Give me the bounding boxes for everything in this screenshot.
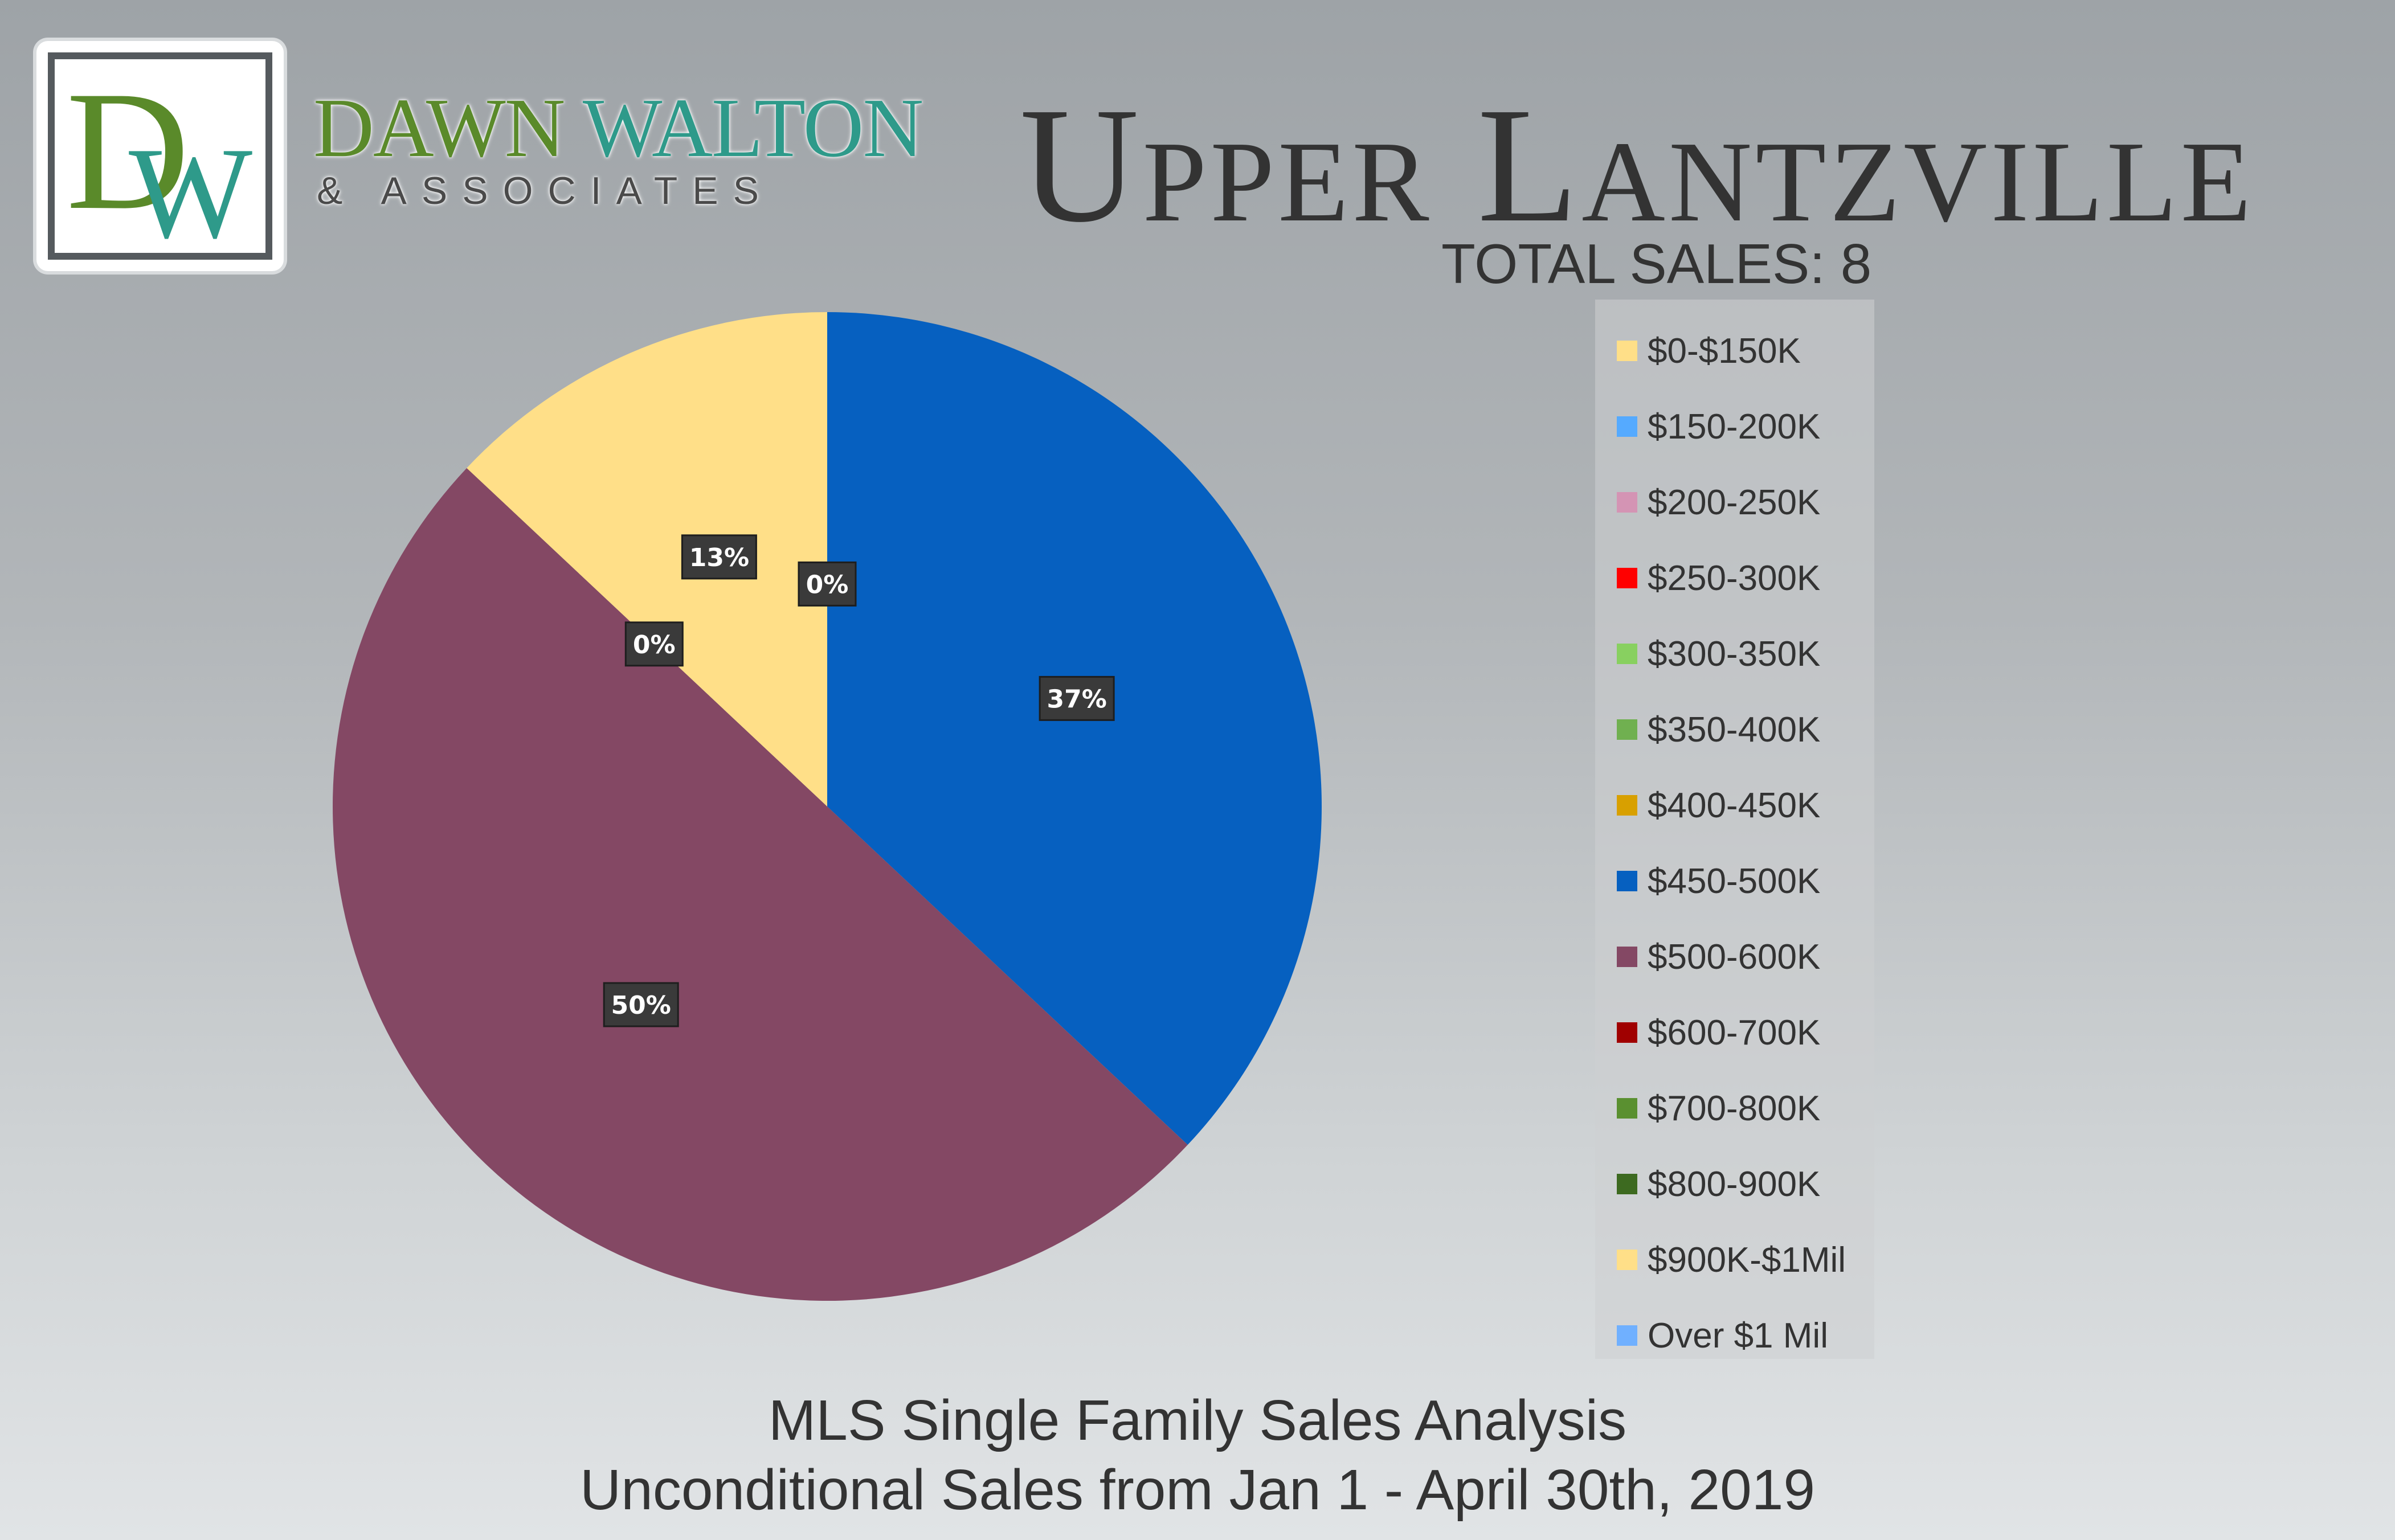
legend-item: $150-200K	[1617, 404, 1820, 449]
legend-label: Over $1 Mil	[1648, 1316, 1828, 1355]
legend-item: $200-250K	[1617, 480, 1820, 525]
legend-label: $450-500K	[1648, 861, 1821, 901]
subtitle-line-2: Unconditional Sales from Jan 1 - April 3…	[580, 1458, 1815, 1522]
brand-name: DAWN WALTON	[313, 85, 923, 171]
legend-swatch	[1617, 416, 1637, 437]
subtitle-line-1: MLS Single Family Sales Analysis	[768, 1389, 1627, 1452]
pie-slice	[333, 468, 1188, 1301]
svg-text:0%: 0%	[806, 570, 849, 599]
legend-swatch	[1617, 719, 1637, 740]
svg-text:13%: 13%	[689, 543, 749, 572]
legend-swatch	[1617, 947, 1637, 967]
pie-slice	[467, 312, 827, 806]
legend-label: $900K-$1Mil	[1648, 1240, 1846, 1280]
legend-item: $350-400K	[1617, 707, 1820, 752]
chart-title: Upper Lantzville	[1020, 73, 2255, 256]
legend-item: Over $1 Mil	[1617, 1313, 1828, 1358]
legend-label: $0-$150K	[1648, 331, 1801, 371]
legend-swatch	[1617, 1022, 1637, 1043]
total-sales: TOTAL SALES: 8	[1441, 232, 1872, 295]
legend-label: $700-800K	[1648, 1088, 1821, 1128]
legend-item: $500-600K	[1617, 934, 1820, 980]
legend-swatch	[1617, 1250, 1637, 1270]
logo-letter-d: D	[66, 56, 190, 245]
legend-swatch	[1617, 1325, 1637, 1346]
legend-label: $350-400K	[1648, 710, 1821, 749]
legend-item: $800-900K	[1617, 1161, 1820, 1207]
legend-swatch	[1617, 871, 1637, 891]
legend-item: $250-300K	[1617, 555, 1820, 601]
legend-label: $300-350K	[1648, 634, 1821, 674]
legend-label: $250-300K	[1648, 558, 1821, 598]
svg-text:37%: 37%	[1047, 685, 1106, 714]
legend-item: $600-700K	[1617, 1010, 1820, 1055]
svg-text:0%: 0%	[633, 630, 676, 660]
legend-label: $200-250K	[1648, 482, 1821, 522]
legend-item: $900K-$1Mil	[1617, 1237, 1846, 1283]
logo-frame: D W	[48, 52, 272, 260]
legend-label: $800-900K	[1648, 1164, 1821, 1204]
svg-text:50%: 50%	[611, 991, 671, 1020]
legend: $0-$150K $150-200K $200-250K $250-300K $300-…	[1595, 300, 1874, 1359]
legend-item: $450-500K	[1617, 858, 1820, 904]
legend-item: $700-800K	[1617, 1086, 1820, 1131]
legend-item: $0-$150K	[1617, 328, 1801, 374]
legend-swatch	[1617, 568, 1637, 588]
data-label: 0%	[624, 621, 684, 667]
data-label: 37%	[1039, 675, 1115, 721]
legend-item: $300-350K	[1617, 631, 1820, 677]
legend-swatch	[1617, 795, 1637, 816]
brand-subtitle: & ASSOCIATES	[317, 169, 774, 212]
logo-letter-w: W	[129, 120, 253, 265]
legend-swatch	[1617, 1098, 1637, 1119]
legend-swatch	[1617, 341, 1637, 361]
data-label: 0%	[798, 561, 857, 607]
legend-label: $150-200K	[1648, 407, 1821, 447]
legend-swatch	[1617, 644, 1637, 664]
data-label: 50%	[603, 982, 679, 1027]
brand-name-part1: DAWN	[313, 81, 565, 175]
legend-swatch	[1617, 492, 1637, 513]
pie-slice	[827, 312, 1322, 1145]
legend-label: $600-700K	[1648, 1013, 1821, 1052]
legend-label: $500-600K	[1648, 937, 1821, 977]
data-label: 13%	[681, 534, 757, 580]
logo: D W	[36, 41, 284, 271]
brand-name-part2: WALTON	[582, 81, 923, 175]
legend-swatch	[1617, 1174, 1637, 1194]
legend-item: $400-450K	[1617, 783, 1820, 828]
legend-label: $400-450K	[1648, 785, 1821, 825]
